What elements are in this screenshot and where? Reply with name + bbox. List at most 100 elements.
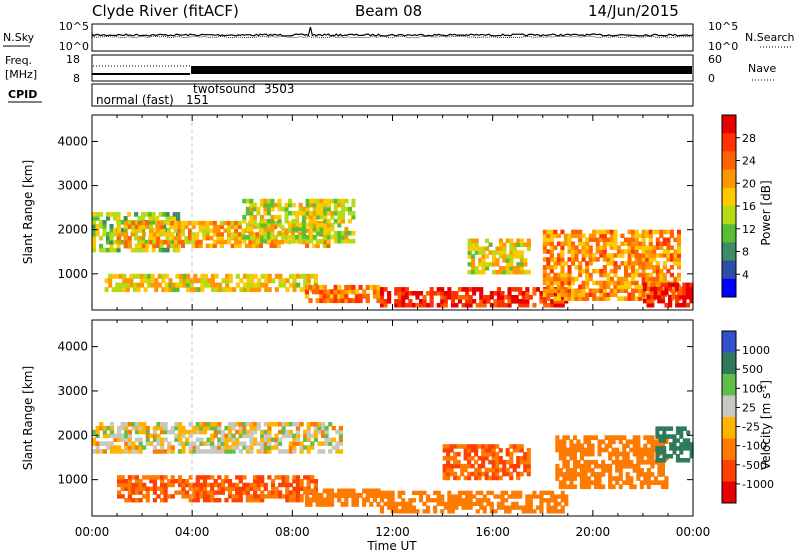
power-cell bbox=[532, 302, 537, 308]
power-cell bbox=[532, 287, 537, 292]
velocity-cell bbox=[558, 451, 563, 457]
velocity-cell bbox=[411, 505, 416, 510]
power-cell bbox=[509, 242, 514, 247]
power-cell bbox=[273, 220, 278, 226]
power-cell bbox=[205, 243, 210, 248]
velocity-cell bbox=[601, 463, 606, 469]
power-cell bbox=[467, 269, 472, 275]
power-cell bbox=[578, 241, 583, 246]
velocity-cell bbox=[657, 443, 662, 449]
power-cell bbox=[595, 257, 600, 262]
power-cell bbox=[156, 228, 161, 233]
velocity-cell bbox=[604, 447, 609, 453]
velocity-cell bbox=[92, 429, 97, 435]
power-cell bbox=[512, 266, 517, 271]
velocity-cell bbox=[618, 435, 623, 440]
velocity-cell bbox=[131, 475, 136, 480]
power-cell bbox=[454, 295, 459, 300]
velocity-cell bbox=[569, 451, 574, 457]
power-cell bbox=[184, 220, 189, 226]
power-cell bbox=[509, 246, 514, 251]
power-cell bbox=[195, 239, 200, 245]
velocity-cell bbox=[672, 446, 677, 451]
velocity-cell bbox=[615, 447, 620, 453]
velocity-cell bbox=[202, 494, 208, 499]
velocity-cell bbox=[495, 452, 500, 457]
power-cell bbox=[585, 272, 590, 278]
velocity-cell bbox=[456, 452, 461, 457]
power-cell bbox=[298, 238, 303, 244]
power-cell bbox=[673, 276, 678, 282]
velocity-cell bbox=[477, 444, 482, 449]
velocity-colorbar-tick-label: -100 bbox=[742, 440, 767, 453]
velocity-cell bbox=[131, 486, 136, 491]
power-cell bbox=[574, 253, 579, 258]
power-cell bbox=[666, 257, 671, 262]
velocity-cell bbox=[188, 445, 193, 450]
velocity-cell bbox=[422, 490, 427, 495]
velocity-cell bbox=[622, 443, 627, 449]
power-cell bbox=[340, 230, 345, 236]
velocity-cell bbox=[124, 449, 129, 454]
power-cell bbox=[166, 220, 171, 226]
velocity-cell bbox=[235, 498, 240, 503]
power-cell bbox=[303, 278, 308, 284]
power-cell bbox=[673, 249, 678, 254]
power-cell bbox=[634, 257, 639, 262]
velocity-cell bbox=[338, 425, 343, 431]
date-title: 14/Jun/2015 bbox=[588, 2, 679, 20]
power-cell bbox=[152, 239, 157, 245]
power-cell bbox=[440, 295, 445, 300]
power-cell bbox=[147, 278, 152, 284]
velocity-cell bbox=[401, 498, 406, 503]
velocity-cell bbox=[625, 476, 630, 481]
velocity-cell bbox=[636, 468, 641, 473]
velocity-cell bbox=[163, 486, 168, 491]
power-cell bbox=[177, 236, 182, 241]
power-cell bbox=[266, 198, 271, 204]
power-cell bbox=[99, 220, 104, 225]
velocity-cell bbox=[281, 422, 286, 427]
velocity-cell bbox=[281, 479, 286, 484]
velocity-cell bbox=[220, 433, 225, 439]
power-cell bbox=[162, 227, 167, 233]
power-cell bbox=[685, 294, 690, 300]
power-cell bbox=[95, 224, 100, 229]
power-cell bbox=[330, 226, 335, 232]
power-cell bbox=[440, 302, 445, 308]
power-cell bbox=[337, 198, 342, 204]
freq-right-tick-top: 60 bbox=[708, 53, 722, 66]
power-cell bbox=[148, 235, 153, 241]
power-cell bbox=[344, 226, 349, 232]
power-cell bbox=[436, 287, 441, 292]
power-cell bbox=[186, 287, 191, 293]
power-cell bbox=[616, 280, 621, 286]
velocity-cell bbox=[479, 501, 484, 507]
power-cell bbox=[134, 247, 139, 253]
velocity-cell bbox=[526, 471, 531, 477]
power-cell bbox=[347, 206, 352, 212]
power-cell bbox=[358, 284, 363, 290]
velocity-cell bbox=[185, 490, 190, 495]
velocity-cell bbox=[636, 459, 641, 465]
velocity-cell bbox=[333, 492, 338, 498]
velocity-cell bbox=[127, 429, 132, 435]
power-cell bbox=[546, 296, 551, 301]
power-cell bbox=[305, 222, 310, 228]
velocity-cell bbox=[408, 498, 413, 503]
velocity-cell bbox=[372, 488, 377, 494]
power-cell bbox=[289, 282, 294, 288]
power-cell bbox=[560, 284, 565, 290]
velocity-cell bbox=[594, 472, 599, 477]
velocity-cell bbox=[500, 494, 505, 499]
power-cell bbox=[191, 236, 196, 241]
power-cell bbox=[242, 198, 247, 204]
velocity-cell bbox=[310, 475, 315, 480]
power-cell bbox=[138, 239, 143, 245]
velocity-cell bbox=[195, 445, 200, 450]
power-cell bbox=[209, 228, 214, 233]
power-cell bbox=[613, 237, 618, 242]
velocity-cell bbox=[238, 490, 243, 495]
velocity-cell bbox=[650, 447, 655, 453]
power-cell bbox=[340, 298, 345, 304]
